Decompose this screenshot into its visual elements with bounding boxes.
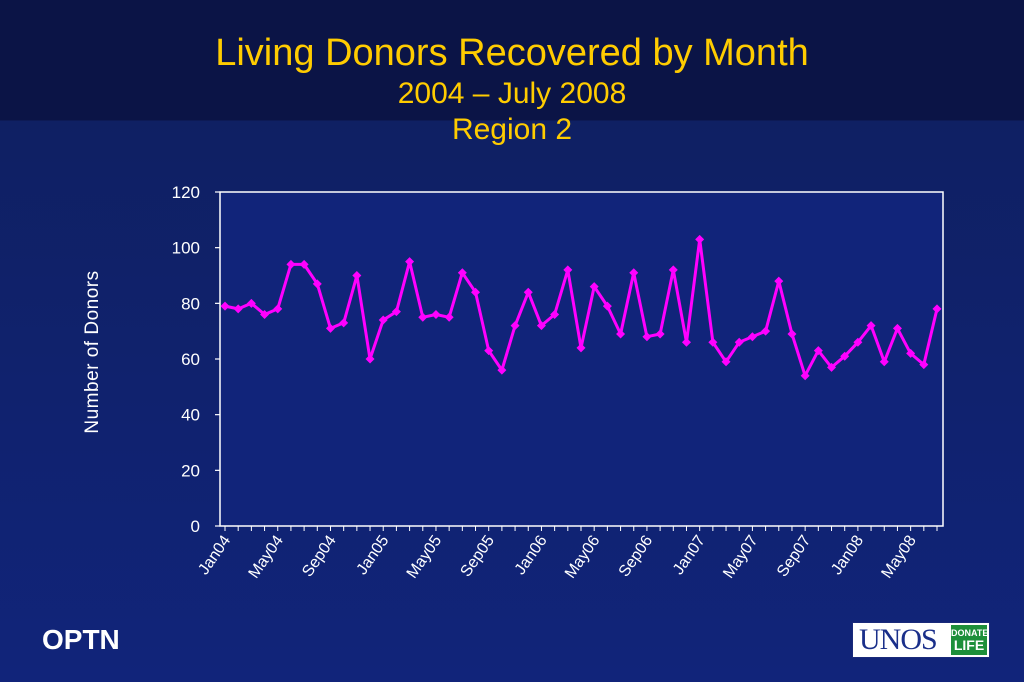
data-point — [906, 348, 916, 358]
data-point — [734, 337, 744, 347]
data-point — [260, 309, 270, 319]
data-point — [233, 304, 243, 314]
data-point — [827, 362, 837, 372]
data-point — [616, 329, 626, 339]
chart-title: Living Donors Recovered by Month — [215, 32, 809, 74]
x-tick-label: Jan04 — [195, 532, 234, 578]
data-point — [286, 259, 296, 269]
x-tick-label: Sep04 — [299, 532, 340, 580]
unos-donate-life-logo: UNOS DONATE LIFE — [852, 622, 990, 658]
data-point — [919, 360, 929, 370]
data-point — [774, 276, 784, 286]
x-tick-label: May06 — [562, 532, 604, 581]
x-tick-label: May04 — [246, 532, 288, 581]
data-point — [695, 234, 705, 244]
data-point — [563, 265, 573, 275]
x-tick-label: May07 — [720, 532, 762, 581]
unos-wordmark: UNOS — [859, 623, 938, 656]
x-tick-label: Sep05 — [458, 532, 499, 580]
y-tick-label: 100 — [172, 239, 200, 258]
x-tick-label: Jan06 — [512, 532, 551, 578]
y-tick-label: 80 — [181, 294, 200, 313]
plot-area — [219, 191, 944, 527]
x-tick-label: May05 — [404, 532, 446, 581]
data-point — [325, 323, 335, 333]
data-point — [471, 287, 481, 297]
data-point — [787, 329, 797, 339]
data-point — [497, 365, 507, 375]
data-point — [405, 257, 415, 267]
data-point — [892, 323, 902, 333]
data-point — [339, 318, 349, 328]
x-tick-label: Jan08 — [828, 532, 867, 578]
data-point — [761, 326, 771, 336]
chart-subtitle-region: Region 2 — [451, 113, 573, 146]
x-tick-label: Sep06 — [616, 532, 657, 580]
data-point — [550, 309, 560, 319]
x-tick-label: May08 — [878, 532, 920, 581]
x-tick-label: Jan05 — [354, 532, 393, 578]
data-point — [299, 259, 309, 269]
data-point — [602, 301, 612, 311]
data-point — [418, 312, 428, 322]
data-point — [932, 304, 942, 314]
data-point — [576, 343, 586, 353]
donate-life-badge-top: DONATE — [951, 628, 989, 638]
data-point — [655, 329, 665, 339]
y-tick-label: 0 — [191, 517, 200, 536]
title-block: Living Donors Recovered by Month 2004 – … — [0, 30, 1024, 148]
data-point — [800, 371, 810, 381]
data-point — [536, 321, 546, 331]
data-point — [510, 321, 520, 331]
data-point — [642, 332, 652, 342]
y-tick-label: 20 — [181, 461, 200, 480]
data-point — [866, 321, 876, 331]
x-tick-label: Sep07 — [774, 532, 815, 580]
x-tick-label: Jan07 — [670, 532, 709, 578]
data-point — [629, 268, 639, 278]
data-point — [220, 301, 230, 311]
y-tick-label: 120 — [172, 183, 200, 202]
optn-footer-label: OPTN — [42, 624, 120, 655]
data-point — [840, 351, 850, 361]
data-point — [523, 287, 533, 297]
y-tick-label: 40 — [181, 406, 200, 425]
data-point — [589, 282, 599, 292]
data-point — [246, 298, 256, 308]
data-point — [444, 312, 454, 322]
data-point — [378, 315, 388, 325]
data-point — [708, 337, 718, 347]
donate-life-badge-bottom: LIFE — [953, 637, 985, 653]
data-point — [721, 357, 731, 367]
data-point — [484, 346, 494, 356]
y-tick-label: 60 — [181, 350, 200, 369]
data-point — [681, 337, 691, 347]
data-point — [365, 354, 375, 364]
data-point — [457, 268, 467, 278]
data-point — [813, 346, 823, 356]
data-point — [431, 309, 441, 319]
data-point — [391, 307, 401, 317]
data-point — [747, 332, 757, 342]
donate-life-badge: DONATE LIFE — [951, 625, 989, 655]
data-point — [273, 304, 283, 314]
data-point — [352, 271, 362, 280]
data-point — [668, 265, 678, 275]
data-point — [853, 337, 863, 347]
chart-subtitle-date-range: 2004 – July 2008 — [397, 77, 627, 110]
data-point — [879, 357, 889, 367]
data-point — [312, 279, 322, 289]
